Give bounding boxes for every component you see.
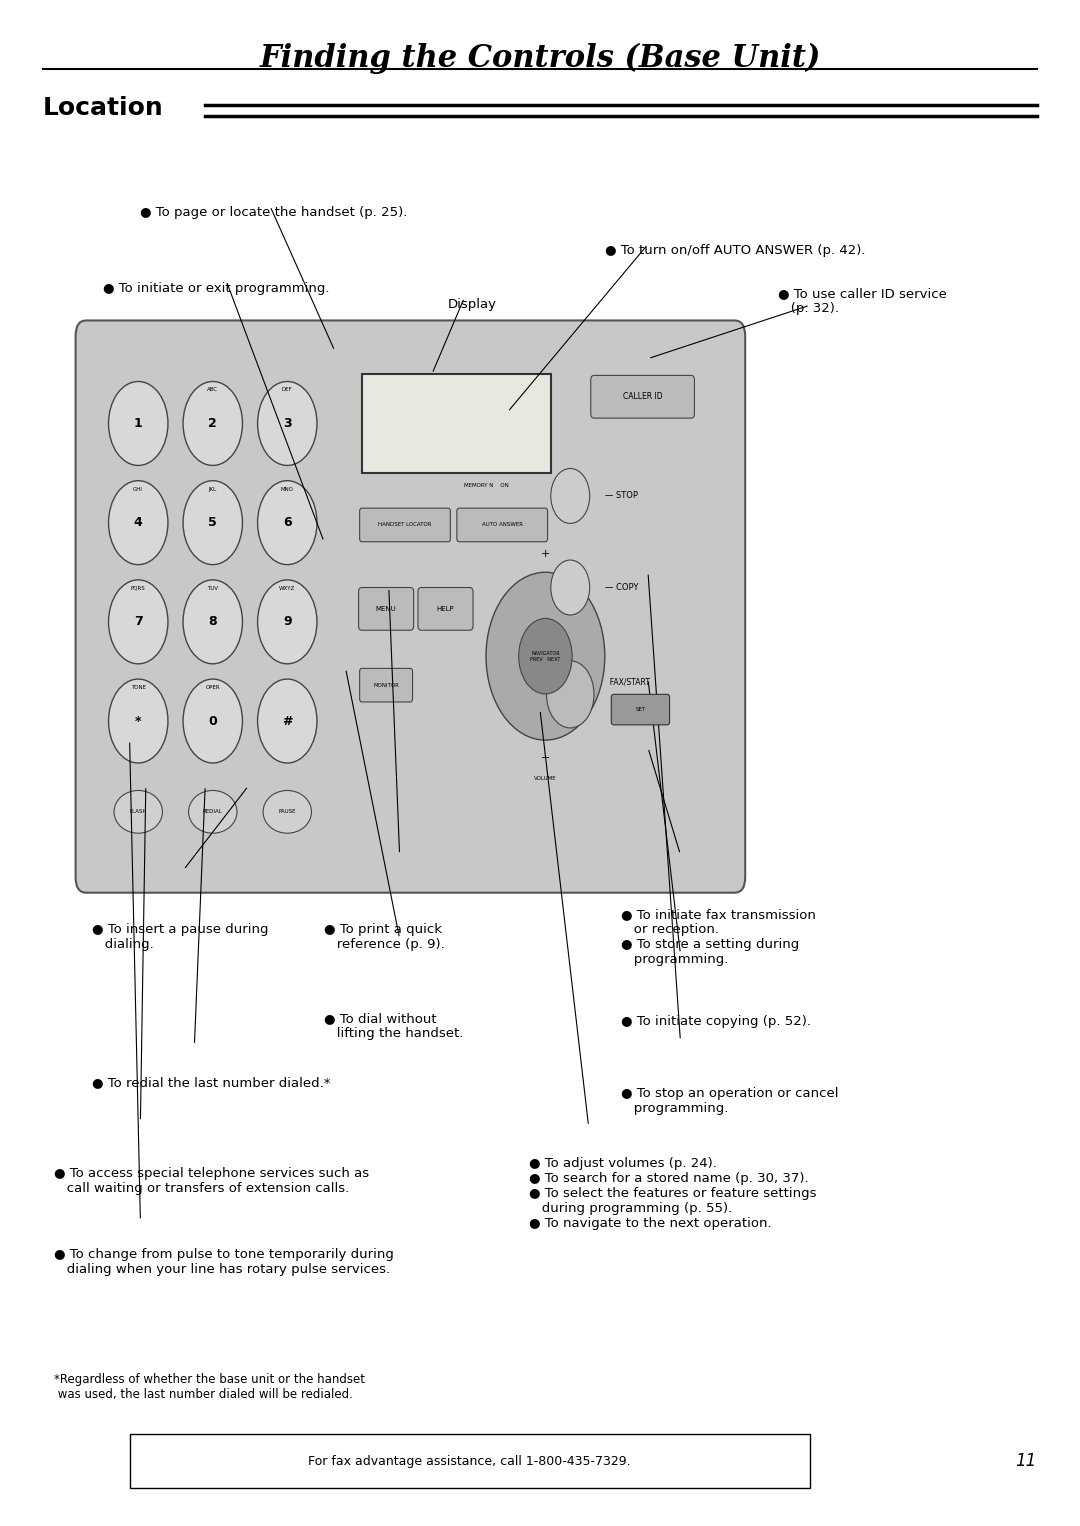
Text: ● To initiate copying (p. 52).: ● To initiate copying (p. 52).	[621, 1015, 811, 1029]
Text: ● To turn on/off AUTO ANSWER (p. 42).: ● To turn on/off AUTO ANSWER (p. 42).	[605, 244, 865, 258]
Text: ● To print a quick
   reference (p. 9).: ● To print a quick reference (p. 9).	[324, 923, 445, 951]
Circle shape	[258, 382, 318, 465]
Text: *Regardless of whether the base unit or the handset
 was used, the last number d: *Regardless of whether the base unit or …	[54, 1373, 365, 1401]
Text: ● To page or locate the handset (p. 25).: ● To page or locate the handset (p. 25).	[140, 206, 408, 220]
Circle shape	[486, 572, 605, 740]
Text: 4: 4	[134, 516, 143, 530]
Text: ● To initiate fax transmission
   or reception.
● To store a setting during
   p: ● To initiate fax transmission or recept…	[621, 908, 815, 966]
Text: ● To stop an operation or cancel
   programming.: ● To stop an operation or cancel program…	[621, 1087, 838, 1114]
Text: +: +	[541, 549, 550, 559]
FancyBboxPatch shape	[360, 508, 450, 542]
Circle shape	[258, 580, 318, 664]
Text: −: −	[541, 754, 550, 763]
Text: For fax advantage assistance, call 1-800-435-7329.: For fax advantage assistance, call 1-800…	[309, 1454, 631, 1468]
Circle shape	[184, 481, 242, 565]
Circle shape	[258, 679, 318, 763]
Circle shape	[184, 679, 242, 763]
Text: 1: 1	[134, 417, 143, 430]
FancyBboxPatch shape	[130, 1434, 810, 1488]
Text: Finding the Controls (Base Unit): Finding the Controls (Base Unit)	[259, 43, 821, 73]
Text: AUTO ANSWER: AUTO ANSWER	[482, 522, 523, 528]
Text: MNO: MNO	[281, 487, 294, 491]
Circle shape	[108, 679, 168, 763]
Text: ● To change from pulse to tone temporarily during
   dialing when your line has : ● To change from pulse to tone temporari…	[54, 1248, 394, 1276]
Circle shape	[108, 382, 168, 465]
Text: HANDSET LOCATOR: HANDSET LOCATOR	[378, 522, 432, 528]
Text: WXYZ: WXYZ	[279, 586, 296, 591]
Text: GHI: GHI	[133, 487, 144, 491]
Text: #: #	[282, 714, 293, 728]
Text: ● To access special telephone services such as
   call waiting or transfers of e: ● To access special telephone services s…	[54, 1167, 369, 1195]
Text: PAUSE: PAUSE	[279, 809, 296, 815]
Text: Location: Location	[43, 96, 164, 121]
Text: ● To initiate or exit programming.: ● To initiate or exit programming.	[103, 282, 329, 296]
Circle shape	[184, 382, 242, 465]
Text: 8: 8	[208, 615, 217, 629]
Text: FAX/START: FAX/START	[605, 678, 650, 687]
Text: TONE: TONE	[131, 685, 146, 690]
Text: VOLUME: VOLUME	[535, 775, 556, 781]
Ellipse shape	[189, 790, 237, 833]
Text: 0: 0	[208, 714, 217, 728]
Text: TUV: TUV	[207, 586, 218, 591]
FancyBboxPatch shape	[360, 668, 413, 702]
FancyBboxPatch shape	[359, 588, 414, 630]
Text: — STOP: — STOP	[605, 491, 638, 501]
Text: FLASH: FLASH	[130, 809, 147, 815]
Circle shape	[108, 580, 168, 664]
Text: ● To insert a pause during
   dialing.: ● To insert a pause during dialing.	[92, 923, 268, 951]
FancyBboxPatch shape	[591, 375, 694, 418]
Text: ● To use caller ID service
   (p. 32).: ● To use caller ID service (p. 32).	[778, 287, 946, 314]
Text: ● To dial without
   lifting the handset.: ● To dial without lifting the handset.	[324, 1012, 463, 1039]
Circle shape	[108, 481, 168, 565]
Text: *: *	[135, 714, 141, 728]
Circle shape	[184, 580, 242, 664]
Text: REDIAL: REDIAL	[203, 809, 222, 815]
FancyBboxPatch shape	[418, 588, 473, 630]
Text: HELP: HELP	[436, 606, 455, 612]
Text: MEMORY N    ON: MEMORY N ON	[463, 482, 509, 488]
Text: OPER: OPER	[205, 685, 220, 690]
Text: 5: 5	[208, 516, 217, 530]
Text: 7: 7	[134, 615, 143, 629]
Text: PQRS: PQRS	[131, 586, 146, 591]
Bar	[362, 374, 551, 473]
Text: DEF: DEF	[282, 388, 293, 392]
Text: CALLER ID: CALLER ID	[623, 392, 662, 401]
Circle shape	[518, 618, 572, 694]
Ellipse shape	[114, 790, 162, 833]
Text: ● To adjust volumes (p. 24).
● To search for a stored name (p. 30, 37).
● To sel: ● To adjust volumes (p. 24). ● To search…	[529, 1157, 816, 1230]
FancyBboxPatch shape	[76, 320, 745, 893]
Text: Display: Display	[448, 298, 497, 311]
Text: ABC: ABC	[207, 388, 218, 392]
Text: MENU: MENU	[376, 606, 396, 612]
Text: ● To redial the last number dialed.*: ● To redial the last number dialed.*	[92, 1076, 330, 1090]
Text: 2: 2	[208, 417, 217, 430]
Text: NAVIGATOR
PREV   NEXT: NAVIGATOR PREV NEXT	[530, 650, 561, 662]
Text: — COPY: — COPY	[605, 583, 638, 592]
Circle shape	[546, 661, 594, 728]
Text: 11: 11	[1015, 1453, 1037, 1470]
Circle shape	[551, 468, 590, 523]
Text: 3: 3	[283, 417, 292, 430]
FancyBboxPatch shape	[457, 508, 548, 542]
Text: JKL: JKL	[208, 487, 217, 491]
Ellipse shape	[264, 790, 311, 833]
Circle shape	[258, 481, 318, 565]
Text: 6: 6	[283, 516, 292, 530]
Text: MONITOR: MONITOR	[374, 682, 399, 688]
FancyBboxPatch shape	[611, 694, 670, 725]
Circle shape	[551, 560, 590, 615]
Text: SET: SET	[635, 707, 646, 713]
Text: 9: 9	[283, 615, 292, 629]
